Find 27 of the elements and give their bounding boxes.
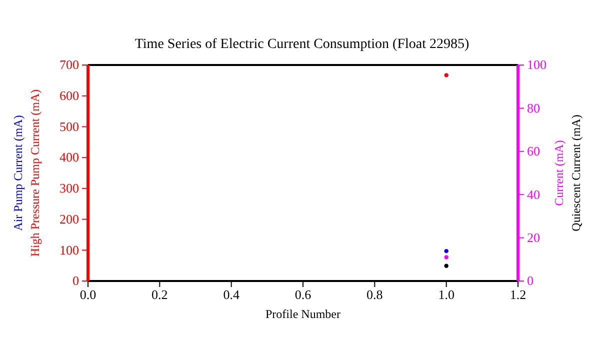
y-tick-label: 100 bbox=[60, 242, 79, 258]
chart-title: Time Series of Electric Current Consumption (Float 22985) bbox=[134, 37, 470, 52]
y-tick-label: 400 bbox=[60, 150, 79, 165]
y2-tick-label: 80 bbox=[527, 100, 540, 116]
x-tick-label: 0.4 bbox=[223, 287, 240, 302]
text: Quiescent Current (mA) bbox=[569, 114, 583, 232]
x-tick-label: 0.6 bbox=[294, 287, 312, 302]
text: High Pressure Pump Current (mA) bbox=[28, 89, 42, 257]
y-tick-label: 0 bbox=[72, 273, 79, 288]
y-tick-label: 500 bbox=[60, 118, 79, 134]
x-tick-label: 0.2 bbox=[152, 287, 168, 302]
x-tick-label: 0.8 bbox=[366, 287, 383, 302]
x-tick-label: 1.2 bbox=[510, 287, 526, 302]
y2-tick-label: 60 bbox=[527, 144, 540, 159]
y2-tick-label: 40 bbox=[527, 186, 540, 202]
y-tick-label: 200 bbox=[60, 211, 79, 226]
y2-tick-label: 100 bbox=[527, 57, 546, 72]
y2-tick-label: 0 bbox=[527, 273, 534, 288]
x-tick-label: 1.0 bbox=[438, 287, 454, 302]
x-tick-label: 0.0 bbox=[80, 287, 96, 302]
text: Air Pump Current (mA) bbox=[11, 115, 25, 231]
text: Current (mA) bbox=[552, 140, 566, 206]
y-tick-label: 700 bbox=[60, 57, 79, 72]
x-axis-title: Profile Number bbox=[266, 307, 340, 321]
y2-tick-label: 20 bbox=[527, 230, 540, 245]
y-tick-label: 300 bbox=[60, 180, 79, 196]
y-tick-label: 600 bbox=[60, 88, 79, 104]
